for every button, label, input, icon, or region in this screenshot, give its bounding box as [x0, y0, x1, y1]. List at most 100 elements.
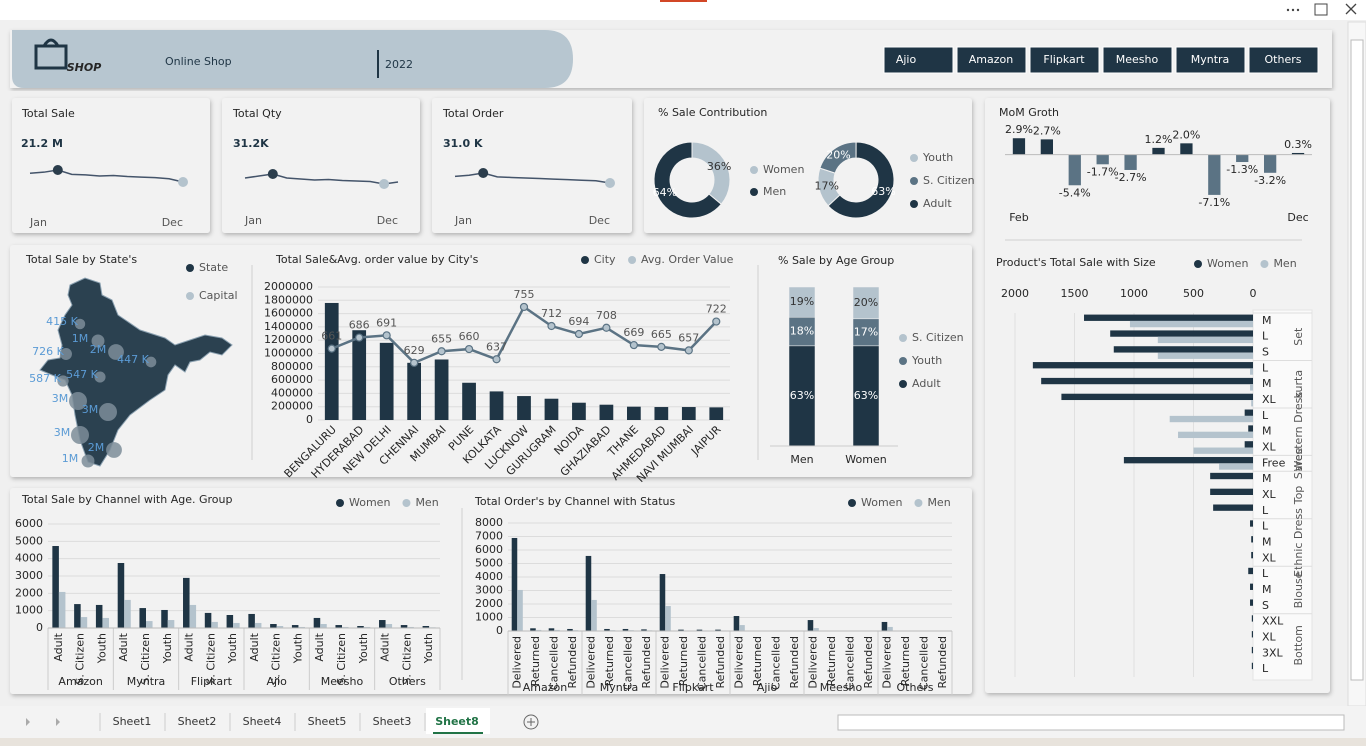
map-label: 2M	[90, 343, 107, 356]
x-tick-label: 1000	[1120, 287, 1148, 300]
sheet-tab[interactable]: Sheet5	[308, 715, 347, 728]
bar	[490, 391, 504, 420]
channel-button[interactable]	[884, 47, 953, 73]
legend-swatch	[750, 166, 758, 174]
bar	[314, 618, 321, 628]
sheet-tab[interactable]: Sheet3	[373, 715, 412, 728]
data-label: 629	[404, 344, 425, 357]
x-tick-label: Delivered	[732, 636, 745, 689]
min-marker	[178, 177, 188, 187]
y-tick-label: 7000	[475, 530, 503, 543]
bar	[1124, 457, 1253, 463]
bar	[1219, 463, 1253, 469]
x-tick-label: Returned	[603, 636, 616, 686]
x-tick-label: Dec	[1287, 211, 1308, 224]
group-label: Meesho	[321, 675, 364, 688]
x-tick-label: Youth	[291, 633, 304, 664]
bar	[1245, 441, 1253, 447]
group-label: Ajio	[757, 681, 778, 694]
x-tick-label: Delivered	[510, 636, 523, 689]
min-marker	[379, 179, 389, 189]
bar	[545, 399, 559, 420]
legend-swatch	[402, 499, 410, 507]
kpi-title: Total Order	[442, 107, 504, 120]
window-dots[interactable]	[1287, 9, 1299, 11]
data-label: 18%	[790, 325, 814, 338]
y-tick-label: 1400000	[264, 320, 313, 333]
group-label: Ajio	[266, 675, 287, 688]
x-tick-label: Adult	[313, 632, 326, 661]
bar	[183, 578, 190, 628]
map-label: 447 K	[117, 353, 149, 366]
y-tick-label: M	[1262, 583, 1272, 596]
bar	[1250, 384, 1253, 390]
bar	[211, 622, 218, 628]
line-marker	[630, 342, 637, 349]
bar	[1180, 143, 1192, 154]
legend-label: Men	[1273, 257, 1296, 270]
legend-swatch	[750, 188, 758, 196]
line-marker	[493, 356, 500, 363]
bar	[665, 606, 671, 631]
bar	[1252, 615, 1253, 621]
data-label: 17%	[814, 179, 838, 192]
bar	[572, 403, 586, 420]
bar	[1194, 448, 1254, 454]
banner	[12, 30, 573, 88]
x-tick-label: Adult	[379, 632, 392, 661]
y-tick-label: 400000	[271, 386, 313, 399]
x-tick-label: 500	[1183, 287, 1204, 300]
legend-label: Women	[861, 496, 902, 509]
sheet-tab[interactable]: Sheet2	[178, 715, 217, 728]
bar	[320, 624, 327, 628]
chart-title: Product's Total Sale with Size	[996, 256, 1156, 269]
min-marker	[605, 178, 615, 188]
sheet-tab[interactable]: Sheet1	[113, 715, 152, 728]
legend-swatch	[899, 380, 907, 388]
bar	[139, 608, 146, 628]
bar	[887, 627, 893, 631]
bar	[1213, 504, 1253, 510]
x-tick-label: Youth	[226, 633, 239, 664]
logo-text: SHOP	[67, 61, 102, 74]
legend-label: S. Citizen	[912, 331, 964, 344]
title-strip	[0, 0, 1366, 20]
legend-label: Men	[763, 185, 786, 198]
legend-label: Women	[763, 163, 804, 176]
data-label: -3.2%	[1254, 174, 1286, 187]
v-scroll-thumb[interactable]	[1351, 40, 1363, 680]
y-tick-label: XL	[1262, 488, 1277, 501]
sheet-tab[interactable]: Sheet8	[435, 715, 479, 728]
bar	[1041, 139, 1053, 154]
group-label: Amazon	[523, 681, 567, 694]
y-tick-label: 3XL	[1262, 646, 1284, 659]
channel-button-label: Others	[1265, 53, 1302, 66]
h-scrollbar[interactable]	[838, 715, 1344, 730]
legend-label: Adult	[923, 197, 952, 210]
channel-button-label: Flipkart	[1043, 53, 1085, 66]
bar	[591, 600, 597, 631]
bar	[512, 538, 518, 631]
bar	[96, 605, 103, 628]
bar	[146, 621, 153, 628]
y-tick-label: 5000	[15, 534, 43, 547]
bar	[205, 613, 212, 628]
sheet-tab[interactable]: Sheet4	[243, 715, 282, 728]
y-tick-label: 4000	[15, 552, 43, 565]
bar	[1158, 337, 1253, 343]
bar	[654, 407, 668, 420]
y-tick-label: 200000	[271, 400, 313, 413]
bar	[682, 407, 696, 420]
data-label: 63%	[871, 185, 895, 198]
group-label: Saree	[1292, 447, 1305, 479]
legend-label: Men	[927, 496, 950, 509]
data-label: 2.9%	[1005, 123, 1033, 136]
map-label: 415 K	[46, 315, 78, 328]
x-tick-label: Returned	[751, 636, 764, 686]
group-label: Set	[1292, 327, 1305, 346]
y-tick-label: L	[1262, 520, 1269, 533]
bar	[161, 610, 168, 628]
bar	[1236, 155, 1248, 162]
bar	[1124, 155, 1136, 170]
